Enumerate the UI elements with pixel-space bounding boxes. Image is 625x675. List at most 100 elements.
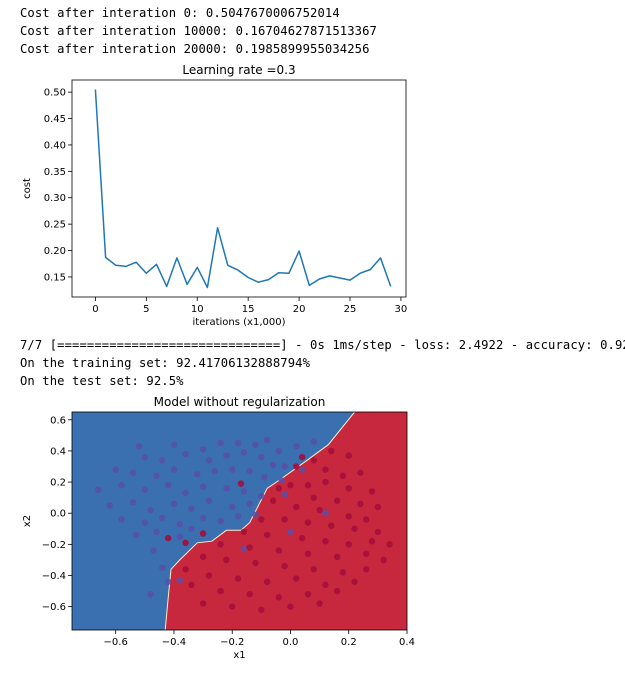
red-class-point — [298, 453, 306, 461]
red-class-point — [252, 559, 259, 567]
blue-class-point — [229, 466, 236, 473]
x-tick-label: 20 — [293, 304, 306, 315]
y-tick-label: 0.30 — [44, 193, 66, 204]
blue-class-point — [112, 466, 119, 473]
y-tick-label: −0.6 — [42, 602, 66, 613]
blue-class-point — [246, 500, 253, 508]
red-class-point — [258, 606, 265, 613]
x-tick-label: 30 — [395, 304, 408, 315]
blue-class-point — [263, 436, 271, 444]
y-axis-label: cost — [22, 178, 33, 199]
red-class-point — [223, 556, 230, 564]
blue-class-point — [170, 441, 178, 448]
blue-class-point — [310, 438, 317, 445]
red-class-point — [217, 587, 224, 595]
blue-class-point — [176, 520, 183, 528]
x-tick-label: 25 — [344, 304, 357, 315]
blue-class-point — [141, 486, 149, 494]
red-class-point — [333, 497, 341, 504]
x-axis-label: iterations (x1,000) — [193, 317, 286, 328]
red-class-point — [345, 485, 352, 492]
blue-class-point — [159, 514, 166, 522]
red-class-point — [304, 550, 312, 557]
blue-class-point — [205, 497, 213, 504]
blue-class-point — [287, 528, 294, 536]
red-class-point — [217, 541, 224, 548]
x-tick-label: 0 — [92, 304, 98, 315]
y-tick-label: 0.0 — [50, 509, 66, 520]
blue-class-point — [240, 488, 248, 495]
red-class-point — [263, 578, 271, 585]
red-class-point — [328, 447, 335, 455]
red-class-point — [322, 466, 329, 473]
cost-series-line — [94, 89, 392, 289]
red-class-point — [281, 516, 288, 523]
blue-class-point — [205, 457, 213, 464]
blue-class-point — [252, 441, 259, 448]
training-accuracy: On the training set: 92.41706132888794% — [20, 356, 311, 370]
y-tick-label: 0.4 — [50, 446, 66, 457]
red-class-point — [339, 569, 347, 576]
red-class-point — [258, 516, 265, 523]
blue-class-point — [153, 528, 160, 536]
y-axis-label: x2 — [22, 515, 33, 527]
blue-class-point — [147, 506, 154, 514]
blue-class-point — [176, 576, 183, 584]
blue-class-point — [159, 457, 166, 464]
red-class-point — [357, 469, 364, 476]
blue-class-point — [261, 474, 268, 481]
x-axis-label: x1 — [233, 650, 245, 661]
red-class-point — [310, 566, 317, 573]
red-class-point — [363, 516, 370, 523]
blue-class-point — [188, 505, 195, 512]
blue-class-point — [234, 439, 242, 447]
cost-line-10000: Cost after interation 10000: 0.167046278… — [20, 24, 377, 38]
blue-class-point — [322, 510, 329, 517]
cost-line-20000: Cost after interation 20000: 0.198589995… — [20, 42, 370, 56]
y-tick-label: 0.6 — [50, 415, 66, 426]
red-class-point — [304, 590, 312, 598]
blue-class-point — [269, 461, 277, 469]
blue-class-point — [199, 483, 207, 490]
blue-class-point — [278, 477, 285, 484]
red-class-point — [333, 553, 341, 561]
blue-class-point — [223, 452, 230, 459]
blue-class-point — [240, 545, 248, 553]
blue-class-point — [95, 486, 102, 494]
x-tick-label: 0.4 — [399, 637, 415, 648]
blue-class-point — [298, 466, 306, 473]
y-tick-label: 0.35 — [44, 167, 66, 178]
red-class-point — [269, 497, 277, 504]
red-class-point — [281, 562, 288, 570]
blue-class-point — [176, 533, 183, 540]
y-tick-label: 0.45 — [44, 114, 66, 125]
blue-class-point — [281, 463, 288, 470]
decision-boundary-line — [164, 412, 355, 630]
blue-class-point — [194, 471, 201, 478]
blue-class-point — [164, 578, 172, 585]
red-class-point — [298, 534, 306, 542]
plot-frame — [71, 411, 408, 631]
blue-class-point — [234, 513, 242, 520]
red-class-point — [199, 600, 207, 607]
y-tick-label: 0.25 — [44, 220, 66, 231]
red-class-point — [316, 506, 323, 514]
x-tick-label: 10 — [191, 304, 204, 315]
red-class-point — [386, 541, 393, 548]
blue-class-point — [252, 511, 259, 518]
blue-class-point — [293, 443, 300, 450]
blue-class-point — [217, 517, 224, 525]
blue-class-point — [129, 469, 137, 476]
red-class-point — [310, 494, 317, 501]
blue-class-point — [217, 439, 224, 447]
x-tick-label: 0.2 — [341, 637, 357, 648]
training-progress: 7/7 [==============================] - 0… — [20, 338, 625, 352]
x-tick-label: 5 — [143, 304, 149, 315]
red-class-point — [237, 480, 245, 487]
red-class-point — [164, 534, 172, 542]
y-tick-label: 0.15 — [44, 272, 66, 283]
chart-title: Model without regularization — [154, 395, 326, 409]
red-class-point — [351, 578, 358, 585]
y-tick-label: 0.50 — [44, 88, 66, 99]
red-class-point — [368, 538, 376, 545]
